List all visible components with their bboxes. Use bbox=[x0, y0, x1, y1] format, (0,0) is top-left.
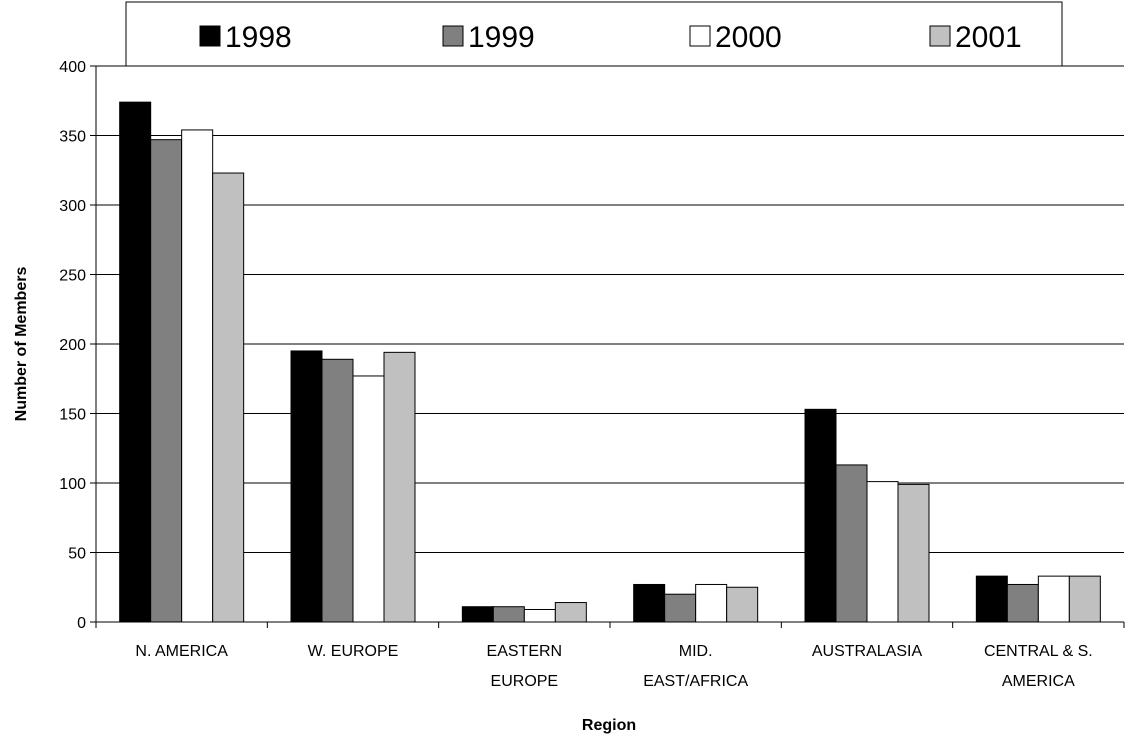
legend-swatch-2000 bbox=[689, 25, 711, 47]
x-category-label: MID. bbox=[679, 643, 713, 660]
bar-1998-1 bbox=[290, 350, 323, 623]
axis-labels: Region Number of Members bbox=[13, 267, 636, 734]
bar-2001-1 bbox=[383, 351, 416, 623]
x-category-label: CENTRAL & S. bbox=[984, 643, 1093, 660]
y-tick-label: 350 bbox=[59, 129, 86, 146]
x-category-label: EUROPE bbox=[491, 673, 559, 690]
y-tick-label: 250 bbox=[59, 268, 86, 285]
bars bbox=[119, 101, 1101, 623]
x-category-label: AUSTRALASIA bbox=[812, 643, 923, 660]
bar-1999-3 bbox=[664, 593, 697, 623]
y-tick-label: 100 bbox=[59, 476, 86, 493]
x-category-label: EASTERN bbox=[487, 643, 563, 660]
legend-label: 2000 bbox=[715, 21, 782, 54]
bar-1999-5 bbox=[1006, 583, 1039, 623]
y-tick-label: 50 bbox=[68, 546, 86, 563]
legend-label: 1999 bbox=[468, 21, 535, 54]
legend-label: 1998 bbox=[225, 21, 292, 54]
gridlines bbox=[96, 65, 1124, 553]
bar-2000-3 bbox=[695, 583, 728, 623]
bar-1998-4 bbox=[804, 408, 837, 623]
legend-swatch-2001 bbox=[929, 25, 951, 47]
bar-2000-4 bbox=[866, 481, 899, 623]
bar-2000-0 bbox=[181, 129, 214, 623]
axes: 0 50 100 150 200 250 300 350 400 N. AMERICA W. EUR… bbox=[59, 59, 1125, 690]
legend-box bbox=[125, 1, 1063, 67]
bar-1999-4 bbox=[835, 464, 868, 623]
bar-1998-0 bbox=[119, 101, 152, 623]
bar-1998-3 bbox=[633, 583, 666, 623]
legend: 1998 1999 2000 2001 bbox=[125, 1, 1063, 67]
y-tick-label: 300 bbox=[59, 198, 86, 215]
bar-2000-2 bbox=[523, 608, 556, 623]
legend-swatch-1998 bbox=[199, 25, 221, 47]
bar-2001-0 bbox=[212, 172, 245, 623]
bar-2000-1 bbox=[352, 375, 385, 623]
y-axis-title: Number of Members bbox=[13, 267, 30, 422]
bar-2001-3 bbox=[726, 586, 759, 623]
x-category-label: W. EUROPE bbox=[308, 643, 399, 660]
legend-label: 2001 bbox=[955, 21, 1022, 54]
y-tick-label: 200 bbox=[59, 337, 86, 354]
bar-1999-2 bbox=[492, 606, 525, 623]
bar-1998-5 bbox=[975, 575, 1008, 623]
bar-2001-4 bbox=[897, 483, 930, 623]
bar-2001-2 bbox=[554, 602, 587, 623]
x-category-label: AMERICA bbox=[1002, 673, 1075, 690]
bar-2001-5 bbox=[1068, 575, 1101, 623]
bar-1998-2 bbox=[461, 606, 494, 623]
x-category-label: EAST/AFRICA bbox=[643, 673, 748, 690]
x-category-label: N. AMERICA bbox=[135, 643, 228, 660]
bar-1999-0 bbox=[150, 139, 183, 623]
y-tick-label: 0 bbox=[77, 615, 86, 632]
x-axis-title: Region bbox=[582, 717, 636, 734]
y-tick-label: 150 bbox=[59, 407, 86, 424]
y-tick-label: 400 bbox=[59, 59, 86, 76]
legend-swatch-1999 bbox=[442, 25, 464, 47]
bar-2000-5 bbox=[1037, 575, 1070, 623]
bar-1999-1 bbox=[321, 358, 354, 623]
